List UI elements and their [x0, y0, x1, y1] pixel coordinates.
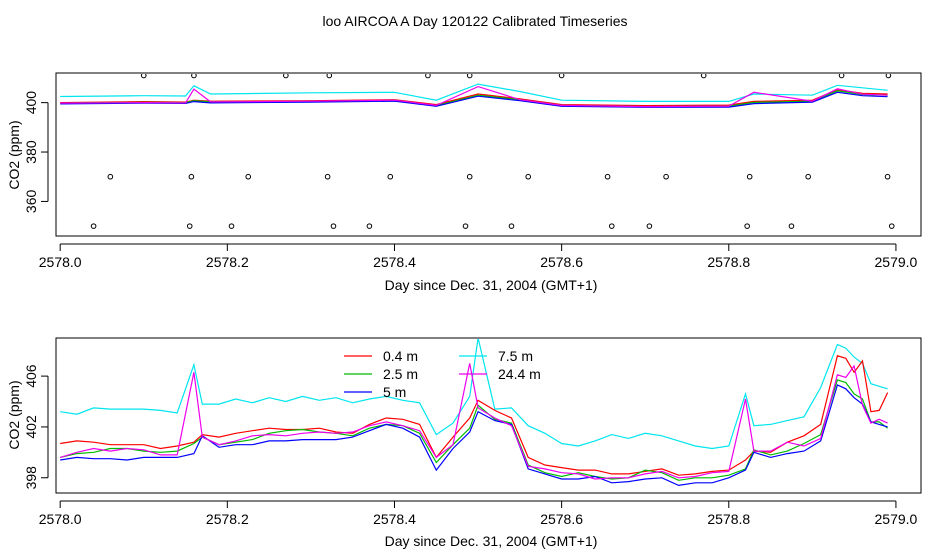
top-marker-point [525, 173, 531, 180]
top-marker-point [888, 223, 895, 229]
top-marker-point [283, 74, 289, 79]
legend-label: 7.5 m [498, 348, 533, 364]
top-marker-point [330, 223, 337, 229]
top-marker-point [191, 74, 197, 79]
top-panel: 2578.0 2578.2 2578.4 2578.6 2578.8 2579.0 360… [6, 72, 922, 293]
top-x-axis: 2578.0 2578.2 2578.4 2578.6 2578.8 2579.0 [39, 243, 918, 270]
top-marker-point [508, 223, 515, 229]
top-marker-point [838, 74, 845, 79]
bottom-plot-frame [55, 337, 922, 494]
top-marker-point [805, 173, 811, 180]
bottom-plot-area [60, 339, 889, 487]
top-x-tick-label: 2578.2 [206, 254, 249, 270]
bottom-x-tick-label: 2578.0 [39, 511, 82, 527]
top-marker-point [646, 223, 653, 229]
top-marker-point [90, 223, 97, 229]
top-marker-point [188, 173, 195, 180]
bottom-x-axis-label: Day since Dec. 31, 2004 (GMT+1) [385, 533, 598, 549]
top-series-line-24-4-m [60, 85, 888, 108]
top-x-tick-label: 2578.0 [39, 254, 82, 270]
top-marker-point [186, 223, 193, 229]
bottom-x-tick-label: 2578.4 [373, 511, 416, 527]
top-x-axis-label: Day since Dec. 31, 2004 (GMT+1) [385, 277, 598, 293]
top-marker-point [744, 223, 750, 229]
bottom-panel: 2578.0 2578.2 2578.4 2578.6 2578.8 2579.0 398… [6, 337, 922, 549]
top-marker-point [746, 173, 753, 180]
bottom-y-tick-label: 398 [23, 466, 39, 490]
top-marker-point [608, 223, 615, 229]
top-marker-point [326, 74, 333, 79]
top-marker-point [466, 173, 473, 180]
bottom-series-group [60, 339, 889, 487]
legend-label: 24.4 m [498, 366, 541, 382]
top-marker-point [885, 74, 892, 79]
top-marker-point [462, 223, 469, 229]
top-marker-point [366, 223, 373, 229]
top-x-tick-label: 2579.0 [875, 254, 918, 270]
legend-label: 2.5 m [383, 366, 418, 382]
top-x-tick-label: 2578.4 [373, 254, 416, 270]
top-plot-area [60, 74, 895, 229]
top-y-tick-label: 380 [23, 140, 39, 164]
top-marker-point [107, 173, 114, 180]
top-marker-point [604, 173, 611, 180]
legend-label: 0.4 m [383, 348, 418, 364]
bottom-series-line-24-4-m [60, 363, 888, 480]
top-marker-point [324, 173, 331, 180]
bottom-x-tick-label: 2578.8 [707, 511, 750, 527]
top-series-line-7-5-m [60, 83, 888, 103]
top-plot-frame [55, 72, 922, 237]
bottom-x-axis: 2578.0 2578.2 2578.4 2578.6 2578.8 2579.0 [39, 500, 918, 527]
chart-title: loo AIRCOA A Day 120122 Calibrated Times… [322, 13, 627, 29]
top-marker-point [228, 223, 235, 229]
legend-label: 5 m [383, 384, 406, 400]
bottom-series-line-7-5-m [60, 339, 888, 450]
top-marker-point [700, 74, 707, 79]
bottom-y-tick-label: 402 [23, 415, 39, 439]
legend: 0.4 m 2.5 m 5 m 7.5 m 24.4 m [344, 348, 541, 400]
top-marker-point [466, 74, 473, 79]
top-marker-point [788, 223, 795, 229]
bottom-x-tick-label: 2578.2 [206, 511, 249, 527]
top-series-line-5-m [60, 91, 888, 108]
top-marker-point [425, 74, 431, 79]
top-y-tick-label: 400 [23, 91, 39, 115]
top-marker-point [387, 173, 394, 180]
top-x-tick-label: 2578.6 [540, 254, 583, 270]
top-y-tick-label: 360 [23, 190, 39, 214]
top-series-group [60, 74, 895, 229]
bottom-x-tick-label: 2578.6 [540, 511, 583, 527]
bottom-y-axis-label: CO2 (ppm) [6, 380, 22, 449]
top-marker-point [140, 74, 147, 79]
top-marker-point [663, 173, 669, 180]
bottom-y-axis: 398 402 406 [23, 364, 49, 490]
top-x-tick-label: 2578.8 [707, 254, 750, 270]
top-marker-point [884, 173, 891, 180]
bottom-y-tick-label: 406 [23, 364, 39, 388]
top-marker-point [558, 74, 565, 79]
top-y-axis: 360 380 400 [23, 91, 49, 214]
top-marker-point [245, 173, 252, 180]
bottom-x-tick-label: 2579.0 [875, 511, 918, 527]
top-y-axis-label: CO2 (ppm) [6, 120, 22, 189]
